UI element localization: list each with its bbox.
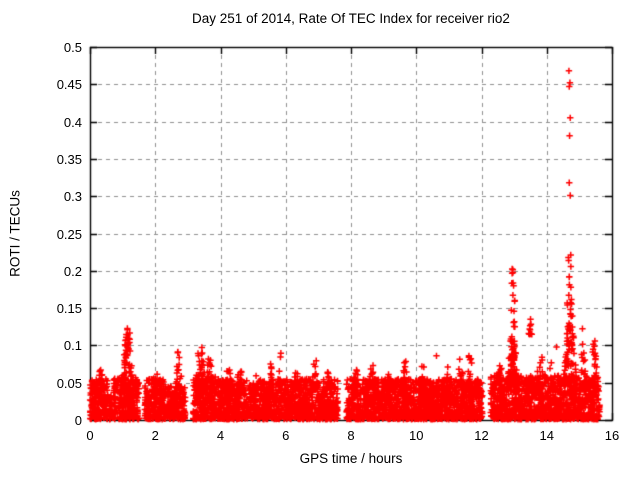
x-axis-label: GPS time / hours bbox=[299, 451, 403, 466]
y-tick-label: 0.4 bbox=[63, 114, 82, 130]
y-tick-label: 0.5 bbox=[63, 40, 82, 55]
y-tick-label: 0 bbox=[74, 413, 82, 428]
y-tick-label: 0.15 bbox=[56, 301, 82, 317]
y-tick-label: 0.05 bbox=[56, 375, 82, 391]
x-tick-label: 12 bbox=[474, 428, 489, 443]
y-tick-label: 0.25 bbox=[56, 226, 82, 242]
x-tick-label: 4 bbox=[216, 428, 225, 443]
x-tick-label: 0 bbox=[86, 428, 94, 443]
chart-title: Day 251 of 2014, Rate Of TEC Index for r… bbox=[192, 11, 510, 26]
y-tick-label: 0.45 bbox=[56, 77, 82, 93]
x-tick-label: 14 bbox=[539, 428, 554, 443]
x-tick-label: 2 bbox=[151, 428, 159, 443]
y-tick-label: 0.35 bbox=[56, 151, 82, 167]
x-tick-label: 16 bbox=[604, 428, 620, 443]
y-tick-label: 0.3 bbox=[63, 189, 82, 205]
x-tick-label: 10 bbox=[409, 428, 424, 443]
y-tick-label: 0.2 bbox=[63, 263, 82, 279]
y-tick-label: 0.1 bbox=[63, 338, 82, 354]
x-tick-label: 8 bbox=[347, 428, 355, 443]
x-tick-label: 6 bbox=[282, 428, 290, 443]
